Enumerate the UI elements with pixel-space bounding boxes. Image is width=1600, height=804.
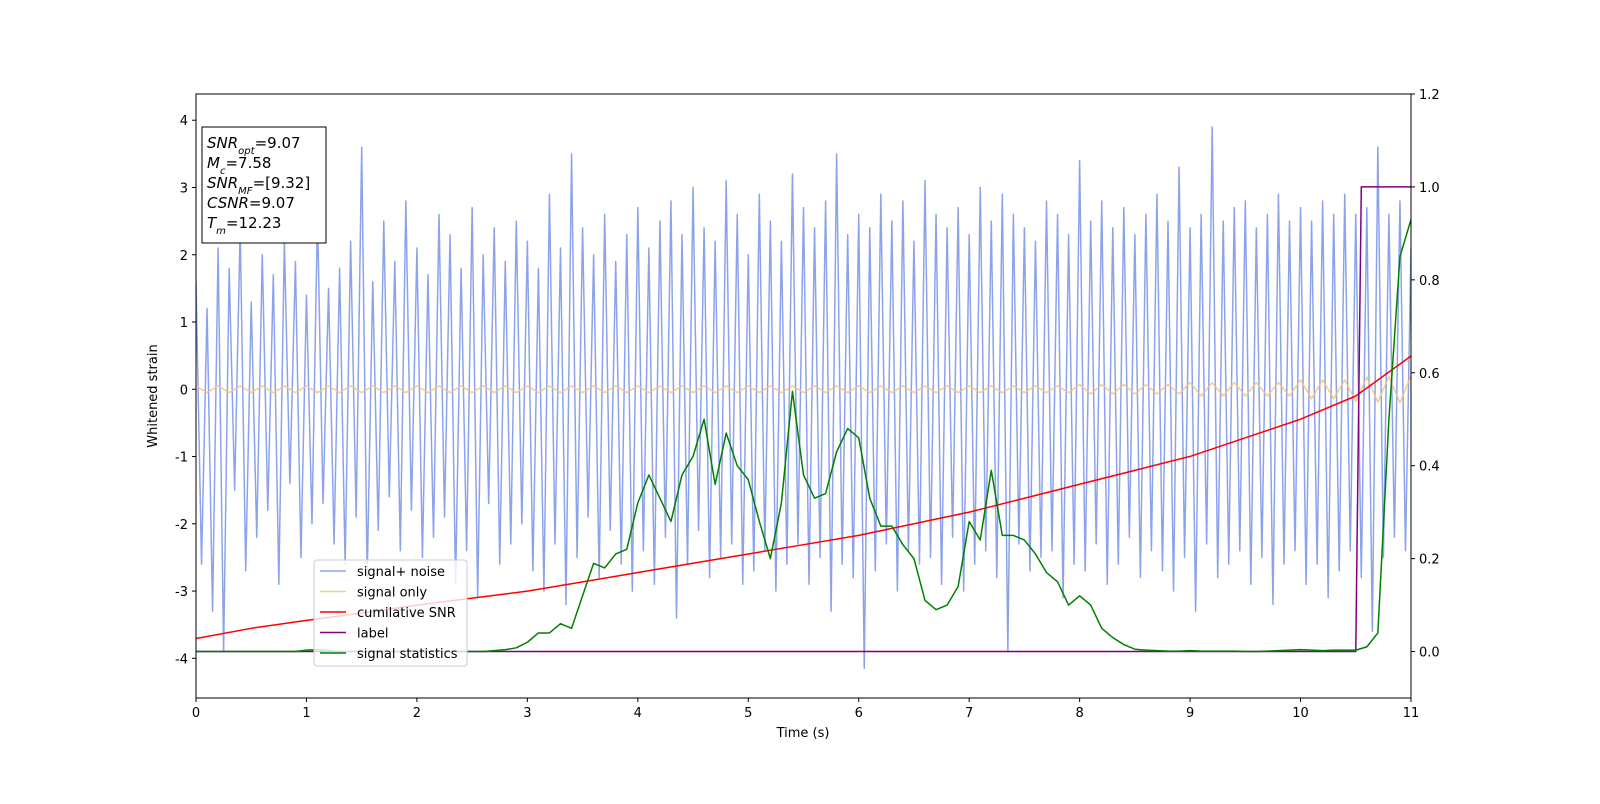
x-tick-label: 11 [1403,706,1420,721]
y-tick-label: -1 [175,451,188,466]
annotation-sub: MF [238,186,253,197]
y2-tick-label: 0.2 [1419,553,1440,568]
series-line [196,375,1411,404]
y2-tick-label: 0.6 [1419,367,1440,382]
y-tick-label: -4 [175,652,188,667]
x-tick-label: 3 [523,706,531,721]
y-tick-label: -3 [175,585,188,600]
y-axis-label: Whitened strain [146,344,161,447]
annotations: SNRopt=9.07Mc=7.58SNRMF=[9.32]CSNR=9.07T… [207,134,310,237]
annotation: CSNR=9.07 [207,194,295,212]
y-tick-label: -2 [175,518,188,533]
legend-label: signal+ noise [357,565,445,580]
annotation-base: SNR [207,134,238,152]
x-tick-label: 2 [413,706,421,721]
legend-label: signal statistics [357,647,458,662]
annotation: Tm=12.23 [207,214,281,237]
plot-frame [195,93,1412,699]
annotation-box [201,126,327,244]
y-tick-label: 1 [180,316,188,331]
annotation-text: =9.07 [249,194,295,212]
legend [313,559,468,667]
y-tick-label: 3 [180,181,188,196]
legend-label: signal only [357,586,427,601]
annotation-base: SNR [207,174,238,192]
x-tick-label: 4 [634,706,642,721]
series-line [196,186,1411,653]
annotation: SNRMF=[9.32] [207,174,310,197]
x-tick-label: 6 [855,706,863,721]
x-tick-label: 10 [1292,706,1309,721]
annotation-sub: c [220,166,226,177]
x-tick-label: 0 [192,706,200,721]
annotation-text: =7.58 [225,154,271,172]
y2-tick-label: 0.8 [1419,274,1440,289]
annotation-text: =[9.32] [253,174,311,192]
x-tick-label: 8 [1075,706,1083,721]
legend-label: label [357,627,388,642]
annotation-base: CSNR [207,194,249,212]
y-tick-label: 4 [180,114,188,129]
annotation-base: M [207,154,220,172]
annotation-text: =12.23 [226,214,282,232]
y2-tick-label: 0.4 [1419,460,1440,475]
legend-label: cumilative SNR [357,606,456,621]
annotation: SNRopt=9.07 [207,134,301,157]
y2-tick-label: 1.2 [1419,88,1440,103]
series-line [196,126,1411,670]
x-tick-label: 9 [1186,706,1194,721]
x-tick-label: 7 [965,706,973,721]
y-tick-label: 0 [180,383,188,398]
y2-tick-label: 0.0 [1419,646,1440,661]
x-tick-label: 5 [744,706,752,721]
annotation-sub: m [216,226,226,237]
x-tick-label: 1 [302,706,310,721]
x-axis-label: Time (s) [776,726,830,741]
annotation-base: T [207,214,218,232]
y-tick-label: 2 [180,249,188,264]
legend-entries: signal+ noise signal only cumilative SNR la… [320,565,458,662]
annotation-text: =9.07 [255,134,301,152]
y2-tick-label: 1.0 [1419,181,1440,196]
annotation: Mc=7.58 [207,154,271,177]
annotation-sub: opt [238,146,255,157]
